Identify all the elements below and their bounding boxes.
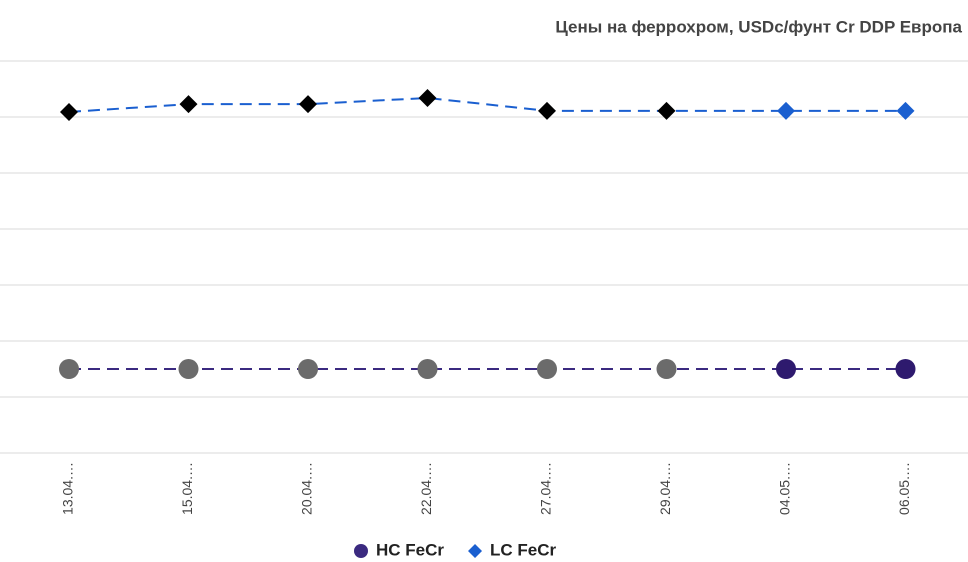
legend-marker: [468, 544, 483, 558]
data-point: [178, 359, 199, 379]
data-point: [298, 359, 318, 379]
data-point: [179, 95, 198, 114]
x-tick-label: 20.04.…: [299, 462, 315, 515]
chart-title: Цены на феррохром, USDc/фунт Cr DDP Евро…: [555, 17, 962, 36]
x-tick-label: 04.05.…: [777, 462, 793, 515]
data-point: [657, 101, 676, 120]
series-line: [68, 96, 906, 113]
data-point: [299, 95, 317, 114]
data-point: [538, 101, 556, 120]
x-tick-label: 15.04.…: [179, 462, 195, 515]
legend-label: HC FeCr: [376, 540, 444, 559]
data-point: [776, 359, 796, 379]
data-point: [537, 359, 557, 379]
x-tick-label: 27.04.…: [538, 462, 554, 515]
x-tick-label: 13.04.…: [60, 462, 76, 515]
data-point: [418, 88, 437, 107]
data-point: [777, 101, 795, 120]
x-tick-label: 06.05.…: [896, 462, 912, 515]
legend-label: LC FeCr: [490, 540, 557, 559]
data-point: [417, 359, 438, 379]
data-point: [59, 359, 79, 379]
x-tick-label: 22.04.…: [418, 462, 434, 515]
legend-marker: [354, 544, 368, 558]
data-point: [895, 359, 916, 379]
data-point: [60, 102, 78, 121]
x-tick-label: 29.04.…: [657, 462, 673, 515]
data-point: [656, 359, 677, 379]
data-point: [896, 101, 915, 120]
